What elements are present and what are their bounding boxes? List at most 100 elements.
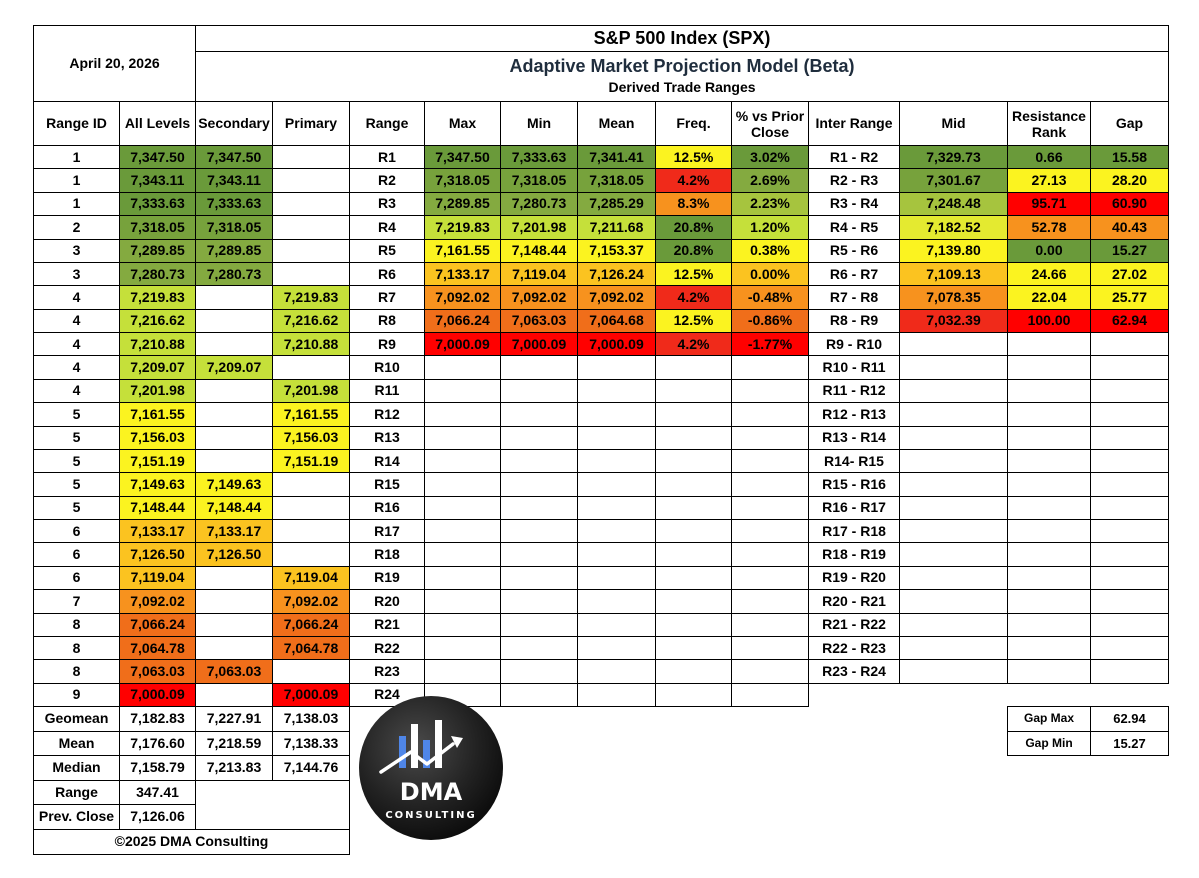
range-mean-cell bbox=[577, 682, 656, 707]
all-levels-cell: 7,347.50 bbox=[119, 145, 196, 170]
range-mean-cell: 7,318.05 bbox=[577, 168, 656, 193]
gap-cell bbox=[1090, 589, 1169, 614]
range-vs-cell bbox=[731, 542, 809, 567]
inter-range-cell: R9 - R10 bbox=[808, 332, 900, 357]
range-freq-cell bbox=[655, 659, 732, 684]
range-label-cell: R8 bbox=[349, 308, 425, 333]
inter-range-cell: R22 - R23 bbox=[808, 635, 900, 661]
range-mean-cell bbox=[577, 612, 656, 637]
dma-consulting-logo: DMA CONSULTING bbox=[357, 694, 505, 847]
range-vs-cell: 0.00% bbox=[731, 261, 809, 287]
range-max-cell: 7,000.09 bbox=[424, 332, 501, 357]
secondary-cell bbox=[195, 332, 273, 357]
range-mean-cell bbox=[577, 425, 656, 450]
range-freq-cell bbox=[655, 589, 732, 614]
range-id-cell: 5 bbox=[33, 425, 120, 450]
range-label-cell: R6 bbox=[349, 261, 425, 287]
range-freq-cell bbox=[655, 425, 732, 450]
range-mean-cell bbox=[577, 659, 656, 684]
gap-cell bbox=[1090, 402, 1169, 427]
resistance-rank-cell: 27.13 bbox=[1007, 168, 1091, 193]
range-max-cell bbox=[424, 448, 501, 474]
inter-range-cell: R3 - R4 bbox=[808, 191, 900, 217]
stats-blank-block bbox=[195, 779, 350, 830]
range-mean-cell bbox=[577, 565, 656, 591]
range-min-cell: 7,201.98 bbox=[500, 215, 578, 240]
range-max-cell bbox=[424, 542, 501, 567]
all-levels-cell: 7,161.55 bbox=[119, 402, 196, 427]
all-levels-cell: 7,280.73 bbox=[119, 261, 196, 287]
gap-stat-value: 62.94 bbox=[1090, 706, 1169, 732]
range-min-cell bbox=[500, 448, 578, 474]
range-vs-cell bbox=[731, 565, 809, 591]
column-header-max: Max bbox=[424, 101, 501, 146]
mid-cell bbox=[899, 519, 1008, 544]
range-max-cell bbox=[424, 565, 501, 591]
all-levels-cell: 7,209.07 bbox=[119, 355, 196, 380]
range-min-cell bbox=[500, 612, 578, 637]
resistance-rank-cell bbox=[1007, 448, 1091, 474]
range-max-cell bbox=[424, 425, 501, 450]
stat-all-levels: 7,176.60 bbox=[119, 730, 196, 756]
primary-cell bbox=[272, 145, 350, 170]
range-label-cell: R17 bbox=[349, 519, 425, 544]
all-levels-cell: 7,148.44 bbox=[119, 495, 196, 520]
chart-growth-icon: DMA CONSULTING bbox=[359, 696, 503, 840]
inter-range-cell: R4 - R5 bbox=[808, 215, 900, 240]
range-vs-cell: -1.77% bbox=[731, 332, 809, 357]
gap-cell: 27.02 bbox=[1090, 261, 1169, 287]
primary-cell: 7,219.83 bbox=[272, 285, 350, 310]
logo-text: DMA bbox=[400, 778, 463, 806]
column-header-all-levels: All Levels bbox=[119, 101, 196, 146]
secondary-cell: 7,289.85 bbox=[195, 238, 273, 263]
range-freq-cell: 12.5% bbox=[655, 308, 732, 333]
range-freq-cell bbox=[655, 635, 732, 661]
all-levels-cell: 7,318.05 bbox=[119, 215, 196, 240]
column-header-primary: Primary bbox=[272, 101, 350, 146]
range-mean-cell bbox=[577, 472, 656, 497]
mid-cell bbox=[899, 659, 1008, 684]
mid-cell bbox=[899, 472, 1008, 497]
range-max-cell: 7,133.17 bbox=[424, 261, 501, 287]
range-id-cell: 4 bbox=[33, 308, 120, 333]
mid-cell: 7,182.52 bbox=[899, 215, 1008, 240]
range-label-cell: R15 bbox=[349, 472, 425, 497]
stat-all-levels: 347.41 bbox=[119, 779, 196, 805]
stat-label: Geomean bbox=[33, 706, 120, 732]
resistance-rank-cell bbox=[1007, 565, 1091, 591]
primary-cell bbox=[272, 238, 350, 263]
range-label-cell: R9 bbox=[349, 332, 425, 357]
range-vs-cell: 3.02% bbox=[731, 145, 809, 170]
range-min-cell bbox=[500, 355, 578, 380]
stat-primary: 7,138.33 bbox=[272, 730, 350, 756]
range-label-cell: R13 bbox=[349, 425, 425, 450]
range-label-cell: R11 bbox=[349, 378, 425, 404]
range-label-cell: R23 bbox=[349, 659, 425, 684]
secondary-cell: 7,333.63 bbox=[195, 191, 273, 217]
range-min-cell: 7,000.09 bbox=[500, 332, 578, 357]
range-max-cell: 7,219.83 bbox=[424, 215, 501, 240]
report-date: April 20, 2026 bbox=[33, 25, 196, 102]
primary-cell: 7,066.24 bbox=[272, 612, 350, 637]
inter-range-cell: R15 - R16 bbox=[808, 472, 900, 497]
primary-cell: 7,151.19 bbox=[272, 448, 350, 474]
range-vs-cell bbox=[731, 495, 809, 520]
inter-range-cell: R8 - R9 bbox=[808, 308, 900, 333]
inter-range-cell: R1 - R2 bbox=[808, 145, 900, 170]
inter-range-cell: R19 - R20 bbox=[808, 565, 900, 591]
primary-cell bbox=[272, 542, 350, 567]
range-id-cell: 8 bbox=[33, 635, 120, 661]
secondary-cell bbox=[195, 635, 273, 661]
range-label-cell: R21 bbox=[349, 612, 425, 637]
range-mean-cell bbox=[577, 355, 656, 380]
mid-cell bbox=[899, 402, 1008, 427]
inter-range-cell: R7 - R8 bbox=[808, 285, 900, 310]
range-freq-cell: 12.5% bbox=[655, 261, 732, 287]
range-vs-cell: 2.23% bbox=[731, 191, 809, 217]
secondary-cell bbox=[195, 425, 273, 450]
range-max-cell: 7,318.05 bbox=[424, 168, 501, 193]
range-min-cell bbox=[500, 402, 578, 427]
all-levels-cell: 7,092.02 bbox=[119, 589, 196, 614]
range-mean-cell bbox=[577, 519, 656, 544]
gap-cell bbox=[1090, 425, 1169, 450]
